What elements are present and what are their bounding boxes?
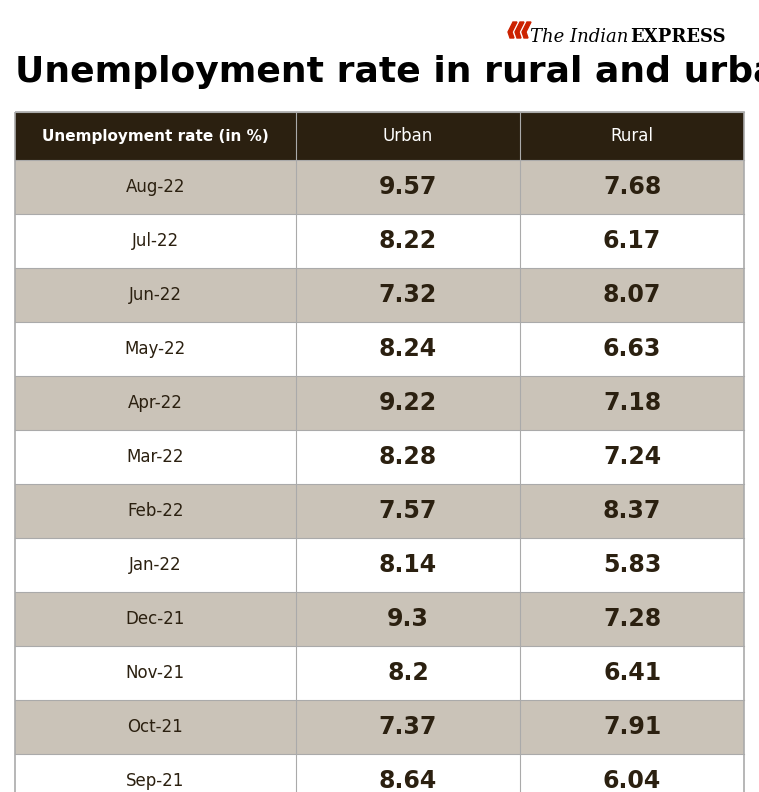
Bar bbox=[15, 592, 296, 646]
Bar bbox=[15, 646, 296, 700]
Text: Dec-21: Dec-21 bbox=[126, 610, 185, 628]
Bar bbox=[296, 214, 520, 268]
Bar bbox=[520, 322, 744, 376]
Polygon shape bbox=[522, 22, 531, 38]
Bar bbox=[15, 322, 296, 376]
Bar bbox=[296, 160, 520, 214]
Text: EXPRESS: EXPRESS bbox=[630, 28, 726, 46]
Text: 5.83: 5.83 bbox=[603, 553, 661, 577]
Text: Jan-22: Jan-22 bbox=[129, 556, 181, 574]
Bar bbox=[296, 268, 520, 322]
Bar bbox=[296, 754, 520, 792]
Bar bbox=[15, 484, 296, 538]
Text: Nov-21: Nov-21 bbox=[126, 664, 185, 682]
Text: 8.14: 8.14 bbox=[379, 553, 437, 577]
Text: Oct-21: Oct-21 bbox=[128, 718, 183, 736]
Bar bbox=[520, 160, 744, 214]
Bar bbox=[296, 592, 520, 646]
Bar bbox=[15, 700, 296, 754]
Bar bbox=[520, 592, 744, 646]
Bar bbox=[520, 484, 744, 538]
Text: 8.64: 8.64 bbox=[379, 769, 437, 792]
Bar bbox=[15, 754, 296, 792]
Text: 6.41: 6.41 bbox=[603, 661, 661, 685]
Bar bbox=[15, 214, 296, 268]
Text: 8.2: 8.2 bbox=[387, 661, 429, 685]
Text: 7.91: 7.91 bbox=[603, 715, 661, 739]
Bar bbox=[520, 376, 744, 430]
Text: 8.28: 8.28 bbox=[379, 445, 437, 469]
Bar bbox=[296, 646, 520, 700]
Text: 7.57: 7.57 bbox=[379, 499, 437, 523]
Bar bbox=[296, 430, 520, 484]
Text: The Indian: The Indian bbox=[530, 28, 628, 46]
Text: 9.22: 9.22 bbox=[379, 391, 437, 415]
Bar bbox=[15, 376, 296, 430]
Text: 7.28: 7.28 bbox=[603, 607, 661, 631]
Text: Urban: Urban bbox=[383, 127, 433, 145]
Text: Unemployment rate (in %): Unemployment rate (in %) bbox=[42, 128, 269, 143]
Bar bbox=[520, 754, 744, 792]
Text: 7.32: 7.32 bbox=[379, 283, 437, 307]
Bar bbox=[15, 112, 296, 160]
Text: Unemployment rate in rural and urban India: Unemployment rate in rural and urban Ind… bbox=[15, 55, 759, 89]
Bar bbox=[296, 112, 520, 160]
Text: 6.04: 6.04 bbox=[603, 769, 661, 792]
Bar bbox=[520, 646, 744, 700]
Bar bbox=[296, 322, 520, 376]
Bar bbox=[15, 430, 296, 484]
Polygon shape bbox=[508, 22, 517, 38]
Bar bbox=[520, 112, 744, 160]
Bar bbox=[296, 376, 520, 430]
Text: Mar-22: Mar-22 bbox=[127, 448, 184, 466]
Text: 7.37: 7.37 bbox=[379, 715, 437, 739]
Text: 7.18: 7.18 bbox=[603, 391, 661, 415]
Polygon shape bbox=[515, 22, 524, 38]
Bar bbox=[520, 700, 744, 754]
Text: 8.37: 8.37 bbox=[603, 499, 661, 523]
Bar bbox=[15, 112, 744, 792]
Bar bbox=[296, 484, 520, 538]
Text: 7.24: 7.24 bbox=[603, 445, 661, 469]
Bar bbox=[520, 214, 744, 268]
Text: Sep-21: Sep-21 bbox=[126, 772, 184, 790]
Bar bbox=[296, 700, 520, 754]
Bar bbox=[296, 538, 520, 592]
Text: Apr-22: Apr-22 bbox=[128, 394, 183, 412]
Bar bbox=[15, 160, 296, 214]
Text: Jun-22: Jun-22 bbox=[129, 286, 182, 304]
Text: 7.68: 7.68 bbox=[603, 175, 661, 199]
Bar bbox=[15, 268, 296, 322]
Text: 8.07: 8.07 bbox=[603, 283, 661, 307]
Text: 9.3: 9.3 bbox=[387, 607, 429, 631]
Text: 8.22: 8.22 bbox=[379, 229, 437, 253]
Text: 6.63: 6.63 bbox=[603, 337, 661, 361]
Bar bbox=[520, 538, 744, 592]
Bar bbox=[15, 538, 296, 592]
Text: Jul-22: Jul-22 bbox=[132, 232, 179, 250]
Text: Rural: Rural bbox=[610, 127, 653, 145]
Bar bbox=[520, 268, 744, 322]
Text: 6.17: 6.17 bbox=[603, 229, 661, 253]
Text: Feb-22: Feb-22 bbox=[127, 502, 184, 520]
Text: May-22: May-22 bbox=[124, 340, 186, 358]
Bar bbox=[520, 430, 744, 484]
Text: Aug-22: Aug-22 bbox=[125, 178, 185, 196]
Text: 8.24: 8.24 bbox=[379, 337, 437, 361]
Text: 9.57: 9.57 bbox=[379, 175, 437, 199]
